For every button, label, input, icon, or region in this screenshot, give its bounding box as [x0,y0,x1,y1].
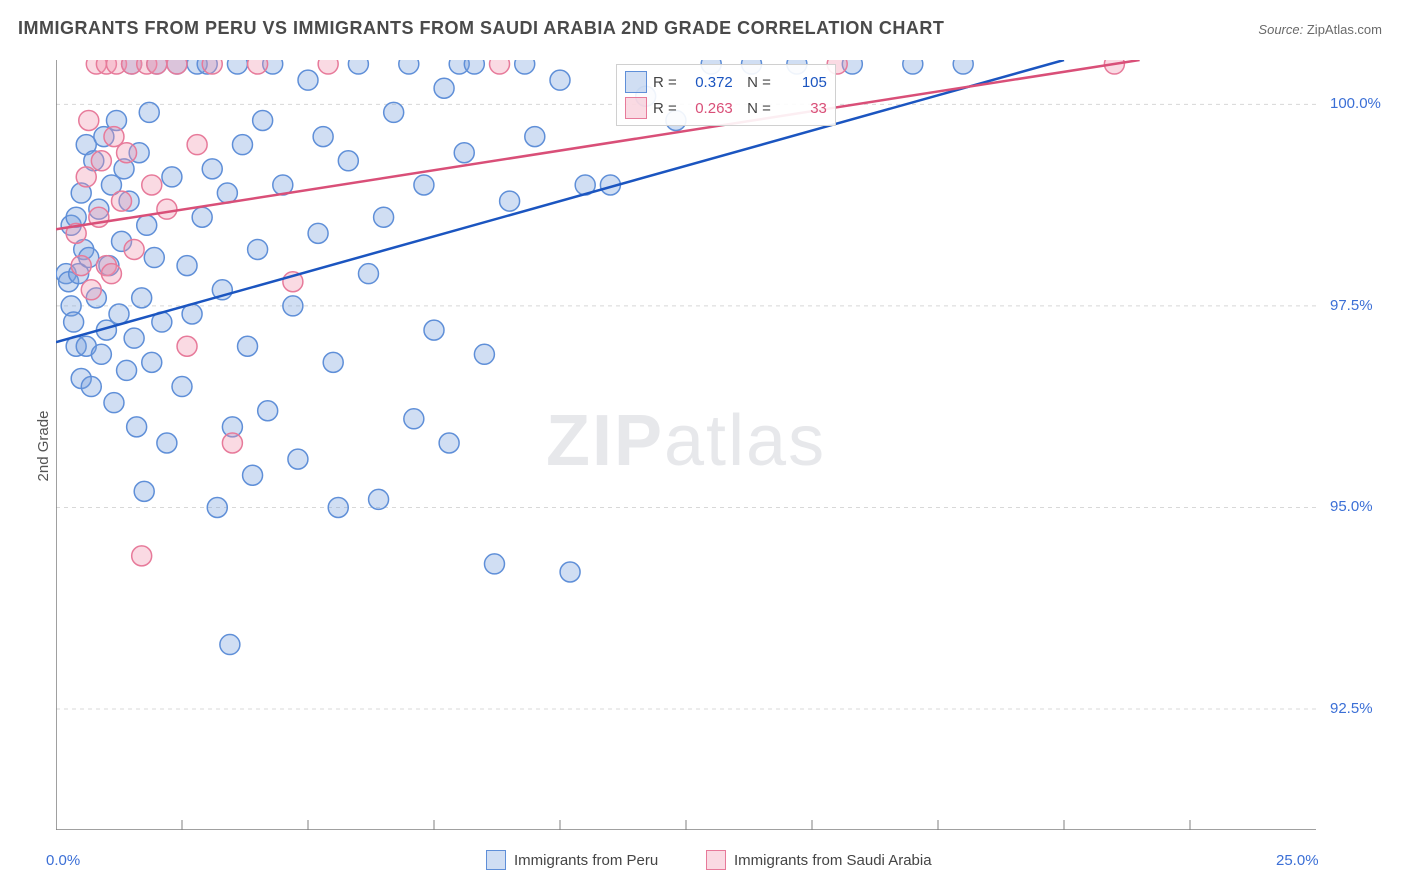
legend-item: Immigrants from Saudi Arabia [706,850,932,870]
correlation-stats-box: R = 0.372 N = 105 R = 0.263 N = 33 [616,64,836,126]
legend-swatch [706,850,726,870]
legend-swatch [486,850,506,870]
stat-r-value: 0.263 [683,100,733,117]
stats-row: R = 0.263 N = 33 [625,95,827,121]
stat-r-label: R = [653,74,677,91]
stats-row: R = 0.372 N = 105 [625,69,827,95]
source-attribution: Source: ZipAtlas.com [1258,22,1382,37]
scatter-plot-svg [56,60,1316,830]
source-value: ZipAtlas.com [1307,22,1382,37]
legend-item: Immigrants from Peru [486,850,658,870]
chart-title: IMMIGRANTS FROM PERU VS IMMIGRANTS FROM … [18,18,944,39]
x-tick-label: 0.0% [46,852,80,869]
y-tick-label: 97.5% [1330,297,1373,314]
stat-n-label: N = [739,74,771,91]
stat-n-label: N = [739,100,771,117]
stat-r-value: 0.372 [683,74,733,91]
stat-n-value: 33 [777,100,827,117]
y-tick-label: 92.5% [1330,700,1373,717]
series-swatch [625,71,647,93]
stat-n-value: 105 [777,74,827,91]
chart-container: IMMIGRANTS FROM PERU VS IMMIGRANTS FROM … [0,0,1406,892]
plot-area: ZIPatlas R = 0.372 N = 105 R = 0.263 N =… [56,60,1316,830]
legend-label: Immigrants from Saudi Arabia [734,852,932,869]
legend-label: Immigrants from Peru [514,852,658,869]
source-label: Source: [1258,22,1303,37]
y-axis-label: 2nd Grade [35,411,52,482]
stat-r-label: R = [653,100,677,117]
x-tick-label: 25.0% [1276,852,1319,869]
y-tick-label: 95.0% [1330,498,1373,515]
y-tick-label: 100.0% [1330,95,1381,112]
series-swatch [625,97,647,119]
